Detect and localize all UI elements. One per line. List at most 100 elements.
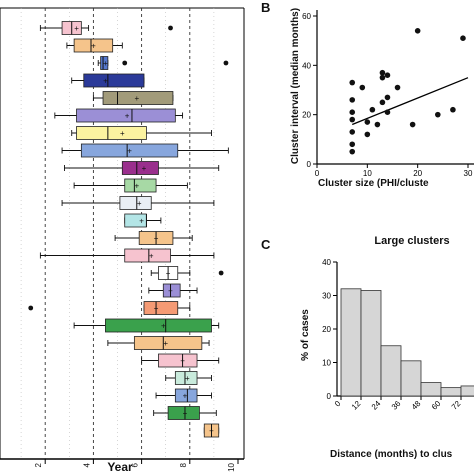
box-body bbox=[143, 301, 179, 315]
scatter-point bbox=[379, 69, 386, 76]
box-body bbox=[167, 406, 200, 420]
box-body bbox=[133, 336, 203, 350]
box-group: + bbox=[61, 196, 215, 210]
box-body bbox=[124, 248, 171, 263]
box-body bbox=[162, 283, 181, 298]
box-body bbox=[80, 143, 179, 158]
box-mean-marker: + bbox=[161, 322, 166, 331]
scatter-point bbox=[359, 84, 366, 91]
scatter-axes: 0 10 20 30 0 20 40 60 bbox=[302, 10, 474, 178]
box-body bbox=[102, 91, 174, 105]
scatter-point bbox=[379, 99, 386, 106]
box-group: + bbox=[124, 213, 162, 228]
bar-y-tick-label: 10 bbox=[322, 359, 331, 368]
bar-bars bbox=[340, 288, 474, 397]
boxplot-x-title: Year bbox=[107, 460, 133, 474]
box-mean-marker: + bbox=[139, 217, 144, 226]
scatter-point bbox=[349, 79, 356, 86]
scatter-x-tick-label: 20 bbox=[413, 169, 422, 178]
x-tick-label: 4 bbox=[82, 462, 91, 467]
bar bbox=[440, 387, 462, 397]
scatter-x-title: Cluster size (PHI/cluste bbox=[318, 178, 429, 189]
scatter-trend-line bbox=[351, 77, 469, 126]
box-body bbox=[76, 108, 176, 123]
scatter-y-tick-label: 0 bbox=[307, 160, 312, 169]
scatter-point bbox=[349, 109, 356, 115]
scatter-point bbox=[369, 106, 376, 113]
box-outlier bbox=[28, 305, 34, 311]
box-group: + bbox=[64, 161, 220, 175]
scatter-x-tick-label: 10 bbox=[363, 169, 372, 178]
box-mean-marker: + bbox=[154, 304, 159, 313]
box-group: + bbox=[73, 178, 188, 193]
panel-letter-b: B bbox=[261, 0, 270, 15]
box-body bbox=[124, 178, 157, 193]
box-group: + bbox=[97, 56, 229, 70]
boxplot-panel-a: ++++++++++++++++++++++++ 2 4 6 8 10 Year bbox=[0, 7, 245, 474]
bar bbox=[340, 288, 362, 397]
box-group: + bbox=[61, 143, 229, 158]
box-outlier bbox=[223, 60, 229, 66]
bar-y-tick-label: 30 bbox=[322, 292, 331, 301]
boxplot-boxes: ++++++++++++++++++++++++ bbox=[28, 21, 229, 438]
scatter-point bbox=[379, 74, 386, 81]
bar-x-tick-label: 36 bbox=[390, 399, 403, 412]
box-group: + bbox=[39, 21, 173, 35]
box-group: + bbox=[28, 301, 191, 315]
scatter-y-tick-label: 40 bbox=[302, 61, 311, 70]
panel-letter-c: C bbox=[261, 237, 271, 252]
box-group: + bbox=[73, 318, 220, 333]
scatter-point bbox=[349, 148, 356, 155]
box-group: + bbox=[155, 388, 212, 403]
scatter-point bbox=[384, 72, 391, 78]
bar-x-tick-label: 8 bbox=[473, 399, 474, 409]
scatter-y-tick-label: 20 bbox=[302, 111, 311, 120]
box-mean-marker: + bbox=[168, 287, 173, 296]
box-mean-marker: + bbox=[166, 269, 171, 278]
bar-x-title: Distance (months) to clus bbox=[330, 449, 453, 460]
box-mean-marker: + bbox=[180, 357, 185, 366]
box-body bbox=[158, 353, 198, 368]
scatter-point bbox=[450, 106, 456, 113]
x-tick-label: 8 bbox=[179, 462, 188, 467]
box-group: + bbox=[165, 371, 212, 385]
bar-y-title: % of cases bbox=[300, 309, 311, 361]
box-mean-marker: + bbox=[74, 24, 79, 33]
bar-x-tick-label: 48 bbox=[410, 399, 423, 412]
scatter-x-tick-label: 30 bbox=[464, 169, 473, 178]
box-body bbox=[105, 318, 212, 333]
box-body bbox=[174, 388, 198, 403]
scatter-y-tick-label: 60 bbox=[302, 12, 311, 21]
box-mean-marker: + bbox=[149, 252, 154, 261]
box-group: + bbox=[66, 38, 123, 53]
box-body bbox=[76, 126, 147, 140]
scatter-x-tick-label: 0 bbox=[315, 169, 320, 178]
scatter-point bbox=[435, 111, 441, 118]
scatter-point bbox=[349, 141, 356, 148]
bar bbox=[360, 290, 382, 397]
scatter-point bbox=[349, 116, 356, 123]
bar bbox=[380, 345, 402, 397]
box-group: + bbox=[39, 248, 215, 263]
box-mean-marker: + bbox=[183, 409, 188, 418]
scatter-point bbox=[374, 121, 381, 128]
box-group: + bbox=[71, 73, 145, 88]
bar bbox=[420, 382, 442, 397]
box-mean-marker: + bbox=[137, 199, 142, 208]
box-outlier bbox=[218, 270, 224, 276]
bar-y-tick-label: 20 bbox=[322, 325, 331, 334]
box-mean-marker: + bbox=[209, 427, 214, 436]
bar bbox=[460, 385, 474, 397]
box-mean-marker: + bbox=[125, 112, 130, 121]
scatter-y-title: Cluster interval (median months) bbox=[290, 8, 301, 164]
scatter-point bbox=[460, 35, 466, 41]
x-tick-label: 10 bbox=[227, 462, 236, 471]
box-mean-marker: + bbox=[163, 339, 168, 348]
box-body bbox=[83, 73, 145, 88]
box-body bbox=[119, 196, 152, 210]
bar-x-tick-label: 0 bbox=[333, 399, 343, 409]
box-mean-marker: + bbox=[183, 392, 188, 401]
bar bbox=[400, 360, 422, 397]
box-mean-marker: + bbox=[91, 42, 96, 51]
box-group: + bbox=[107, 336, 210, 350]
